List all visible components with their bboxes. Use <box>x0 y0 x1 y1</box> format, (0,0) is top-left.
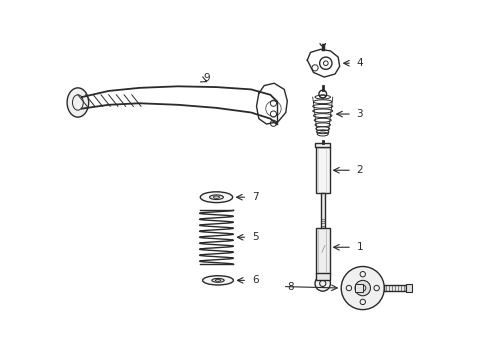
Text: 8: 8 <box>287 282 294 292</box>
Text: 7: 7 <box>252 192 259 202</box>
Bar <box>355 284 363 292</box>
Bar <box>316 147 330 193</box>
Bar <box>316 273 330 280</box>
Bar <box>321 193 325 228</box>
Text: 5: 5 <box>252 232 259 242</box>
Text: 6: 6 <box>252 275 259 285</box>
Bar <box>384 285 406 291</box>
Circle shape <box>315 276 330 291</box>
Ellipse shape <box>200 192 233 203</box>
Ellipse shape <box>67 88 89 117</box>
Text: 1: 1 <box>357 242 363 252</box>
Text: 2: 2 <box>357 165 363 175</box>
Text: 9: 9 <box>203 73 210 83</box>
Circle shape <box>341 266 384 310</box>
Circle shape <box>355 280 370 296</box>
Text: 3: 3 <box>357 109 363 119</box>
Ellipse shape <box>203 276 233 285</box>
Bar <box>315 143 330 147</box>
Text: /: / <box>321 244 324 253</box>
Bar <box>316 228 330 274</box>
Text: 4: 4 <box>357 58 363 68</box>
Bar <box>406 284 412 292</box>
Ellipse shape <box>210 195 223 199</box>
Ellipse shape <box>212 278 224 282</box>
